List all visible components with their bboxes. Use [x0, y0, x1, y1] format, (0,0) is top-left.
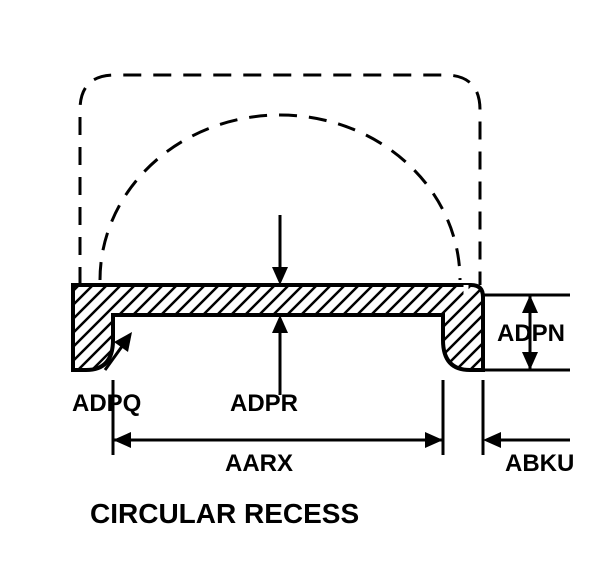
abku-arrowhead: [483, 432, 501, 448]
adpr-arrowhead-top: [272, 267, 288, 285]
diagram-container: ADPQ ADPR ADPN AARX ABKU CIRCULAR RECESS: [0, 0, 593, 580]
label-aarx: AARX: [225, 450, 293, 478]
diagram-svg: [0, 0, 593, 580]
label-adpq: ADPQ: [72, 390, 141, 418]
adpq-arrowhead: [114, 332, 132, 352]
adpr-arrowhead-bottom: [272, 315, 288, 333]
label-abku: ABKU: [505, 450, 574, 478]
aarx-arrowhead-right: [425, 432, 443, 448]
label-adpn: ADPN: [497, 320, 565, 348]
diagram-title: CIRCULAR RECESS: [90, 498, 359, 530]
adpn-arrowhead-bottom: [522, 352, 538, 370]
aarx-arrowhead-left: [113, 432, 131, 448]
adpn-arrowhead-top: [522, 295, 538, 313]
label-adpr: ADPR: [230, 390, 298, 418]
